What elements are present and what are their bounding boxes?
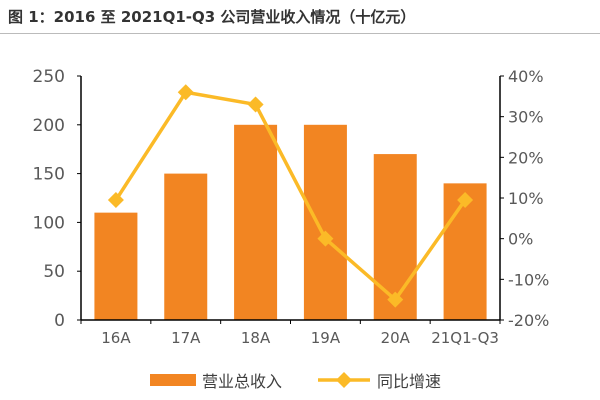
right-tick-label: 40% [508,67,544,86]
title-divider [0,33,600,34]
bar-16A [94,212,138,320]
point-21Q1-Q3 [457,192,474,209]
right-tick-label: 0% [508,230,533,249]
left-tick-label: 100 [33,213,65,233]
legend-bar-label: 营业总收入 [202,372,282,391]
x-tick-label: 17A [171,329,201,347]
chart-title: 图 1：2016 至 2021Q1-Q3 公司营业收入情况（十亿元） [8,8,416,26]
right-tick-label: 20% [508,148,544,167]
right-tick-label: -20% [508,311,549,330]
point-18A [247,96,264,113]
left-tick-label: 50 [43,262,65,282]
legend-bar-swatch [150,374,196,386]
legend-line-label: 同比增速 [377,372,441,391]
x-tick-label: 20A [381,329,411,347]
legend-diamond-icon [336,372,352,388]
right-tick-label: 10% [508,189,544,208]
x-tick-label: 18A [241,329,271,347]
point-19A [317,230,334,247]
point-17A [177,84,194,101]
x-tick-label: 16A [101,329,131,347]
growth-line [114,90,467,302]
point-16A [107,192,124,209]
left-tick-label: 0 [54,311,65,331]
bar-17A [164,173,208,320]
x-tick-label: 19A [311,329,341,347]
x-tick-label: 21Q1-Q3 [431,329,499,347]
left-tick-label: 250 [33,67,65,87]
right-tick-label: -10% [508,270,549,289]
legend: 营业总收入 同比增速 [150,372,441,391]
left-tick-label: 150 [33,165,65,185]
bar-19A [303,124,347,320]
point-20A [387,291,404,308]
bar-18A [234,124,278,320]
left-tick-label: 200 [33,116,65,136]
right-tick-label: 30% [508,108,544,127]
